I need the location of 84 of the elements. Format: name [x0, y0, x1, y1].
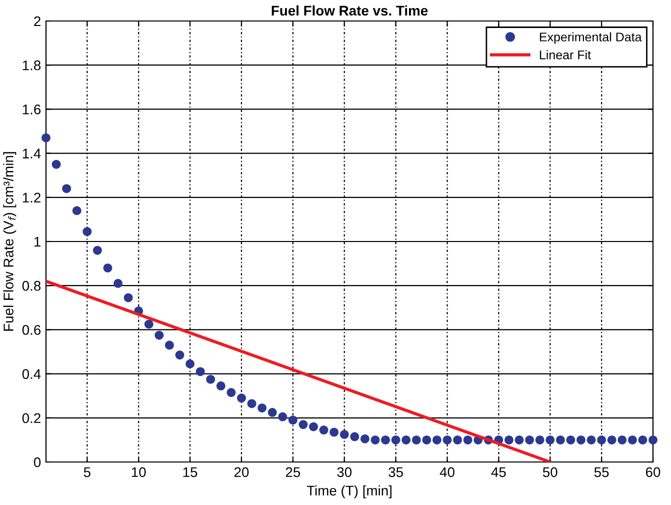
y-tick-label: 0.6 [22, 325, 41, 335]
point [391, 435, 400, 444]
point [586, 435, 596, 444]
point [370, 435, 380, 444]
point [546, 435, 555, 444]
point [514, 435, 524, 444]
point [144, 320, 154, 329]
point [82, 227, 92, 236]
x-tick-label: 15 [183, 467, 198, 478]
point [618, 435, 627, 444]
point [576, 435, 586, 444]
point [42, 133, 50, 142]
point [114, 278, 123, 288]
y-tick-label: 1.2 [22, 192, 40, 202]
point [556, 435, 565, 444]
x-tick-label: 25 [286, 467, 300, 478]
x-tick-label: 40 [440, 467, 454, 478]
point [298, 420, 308, 430]
point [206, 374, 216, 384]
point [360, 434, 370, 444]
chart-title: Fuel Flow Rate vs. Time [272, 5, 428, 16]
y-tick-label: 0.4 [22, 369, 41, 379]
x-tick-label: 60 [646, 467, 660, 478]
point [164, 340, 174, 350]
y-tick-label: 0.8 [22, 280, 41, 291]
point [226, 388, 236, 398]
point [453, 435, 462, 444]
x-tick-label: 20 [234, 467, 249, 478]
point [92, 246, 102, 255]
point [103, 263, 112, 272]
point [186, 359, 195, 368]
y-tick-label: 1.8 [22, 60, 41, 70]
point [154, 330, 164, 340]
x-tick-label: 30 [337, 467, 352, 478]
point [124, 293, 133, 302]
point [52, 160, 61, 169]
x-tick-label: 10 [132, 467, 146, 478]
y-tick-label: 1.4 [22, 148, 41, 158]
x-axis-title: Time (T) [min] [306, 485, 392, 498]
point [288, 416, 298, 425]
point [402, 435, 411, 444]
y-tick-label: 2 [34, 16, 40, 26]
point [72, 206, 82, 216]
point [319, 426, 328, 435]
y-tick-label: 0.2 [22, 413, 40, 424]
point [278, 412, 288, 422]
point [597, 435, 606, 444]
point [442, 435, 452, 444]
point [196, 367, 205, 376]
x-tick-label: 50 [542, 467, 558, 478]
point [432, 435, 442, 444]
point [216, 381, 226, 390]
point [308, 422, 318, 432]
point [566, 435, 576, 444]
point [350, 432, 360, 442]
point [463, 435, 472, 444]
point [330, 428, 339, 437]
point [236, 394, 246, 403]
x-tick-label: 35 [388, 467, 403, 478]
legend-label: Linear Fit [540, 50, 591, 60]
point [412, 435, 421, 444]
point [628, 435, 637, 444]
y-tick-label: 1.6 [22, 104, 41, 114]
y-tick-label: 1 [34, 236, 40, 247]
legend-label: Experimental Data [540, 32, 642, 44]
point [340, 430, 349, 439]
point [607, 435, 616, 444]
x-tick-label: 45 [491, 467, 506, 478]
x-tick-label: 5 [84, 467, 90, 478]
point [62, 184, 72, 194]
point [247, 399, 256, 408]
y-axis-title: Fuel Flow Rate (V$_{f}$) [cm³/min] [3, 152, 16, 331]
point [638, 435, 648, 444]
y-tick-label: 0 [34, 457, 41, 468]
point [535, 435, 544, 444]
point [258, 403, 267, 412]
point [381, 435, 390, 444]
point [422, 435, 432, 444]
point [504, 435, 514, 444]
point [268, 408, 277, 417]
x-tick-label: 55 [594, 467, 609, 478]
point [525, 435, 534, 444]
point [648, 435, 658, 444]
point [175, 350, 184, 360]
